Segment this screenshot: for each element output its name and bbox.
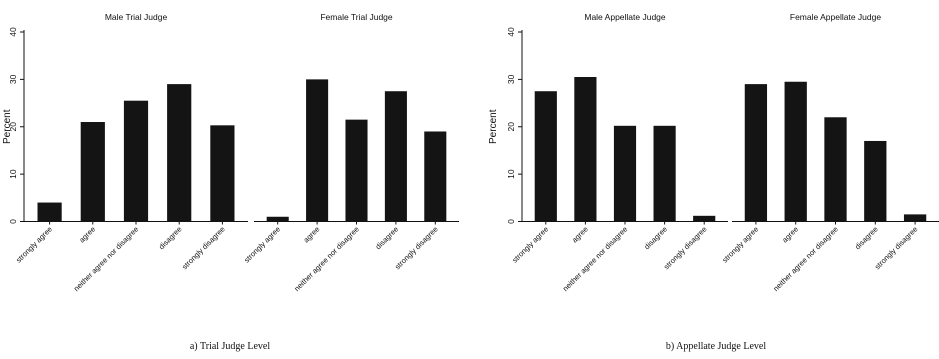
x-tick-label: neither agree nor disagree [771, 225, 840, 294]
y-tick-label: 10 [506, 169, 516, 179]
bar-strongly-agree [266, 216, 289, 222]
bar-disagree [167, 84, 192, 222]
bar-agree [80, 122, 105, 222]
bar-agree [784, 81, 807, 222]
charts-group: 0 10 20 30 40 Percent Male Trial Judge strongly… [2, 12, 939, 352]
bar-strongly-agree [37, 202, 62, 222]
x-tick-label: strongly agree [14, 225, 54, 265]
y-tick-label: 30 [8, 74, 18, 84]
bar-strongly-disagree [210, 125, 235, 222]
panel-1-1: Female Appellate Judge strongly agree agre… [720, 12, 939, 293]
bar-neither-agree-nor-disagree [824, 117, 847, 222]
y-tick-label: 20 [8, 122, 18, 132]
y-tick-label: 40 [8, 27, 18, 37]
y-axis-label: Percent [488, 109, 499, 144]
x-tick-label: disagree [642, 225, 669, 252]
bar-neither-agree-nor-disagree [613, 125, 637, 222]
x-tick-label: strongly disagree [873, 225, 920, 272]
x-tick-label: strongly disagree [662, 225, 709, 272]
x-tick-label: agree [780, 225, 800, 245]
bar-neither-agree-nor-disagree [345, 119, 368, 222]
panel-1-0: Male Appellate Judge strongly agree agreen… [510, 12, 728, 293]
panel-title: Male Appellate Judge [584, 12, 666, 22]
x-tick-label: strongly disagree [180, 225, 227, 272]
y-tick-label: 40 [506, 27, 516, 37]
x-tick-label: strongly agree [510, 225, 550, 265]
x-tick-label: disagree [853, 225, 880, 252]
bar-agree [574, 77, 597, 222]
panel-title: Male Trial Judge [105, 12, 168, 22]
x-tick-label: strongly disagree [393, 225, 440, 272]
bar-disagree [864, 140, 887, 222]
x-tick-label: neither agree nor disagree [292, 225, 361, 294]
y-tick-label: 20 [506, 122, 516, 132]
x-tick-label: agree [77, 225, 97, 245]
y-tick-label: 10 [8, 169, 18, 179]
chart-caption: a) Trial Judge Level [190, 341, 270, 352]
chart-0: 0 10 20 30 40 Percent Male Trial Judge strongly… [2, 12, 459, 352]
x-tick-label: neither agree nor disagree [561, 225, 630, 294]
y-tick-label: 0 [8, 219, 18, 224]
bar-disagree [384, 91, 407, 222]
x-tick-label: strongly agree [242, 225, 282, 265]
y-axis-label: Percent [2, 109, 13, 144]
x-tick-label: disagree [374, 225, 401, 252]
panel-title: Female Appellate Judge [790, 12, 881, 22]
panel-title: Female Trial Judge [320, 12, 393, 22]
x-tick-label: disagree [157, 225, 184, 252]
x-tick-label: agree [302, 225, 322, 245]
bar-strongly-agree [744, 84, 768, 222]
bar-strongly-disagree [903, 214, 927, 222]
y-tick-label: 0 [506, 219, 516, 224]
y-tick-label: 30 [506, 74, 516, 84]
bar-disagree [653, 125, 676, 222]
panel-0-1: Female Trial Judge strongly agree agreenei… [242, 12, 459, 293]
x-tick-label: strongly agree [720, 225, 760, 265]
bar-agree [306, 79, 329, 222]
bar-strongly-disagree [693, 215, 716, 222]
x-tick-label: agree [570, 225, 590, 245]
chart-1: 0 10 20 30 40 Percent Male Appellate Judge stro… [488, 12, 939, 352]
bar-neither-agree-nor-disagree [123, 100, 149, 222]
bar-strongly-agree [534, 91, 557, 222]
chart-caption: b) Appellate Judge Level [666, 341, 766, 352]
bar-strongly-disagree [424, 131, 447, 222]
